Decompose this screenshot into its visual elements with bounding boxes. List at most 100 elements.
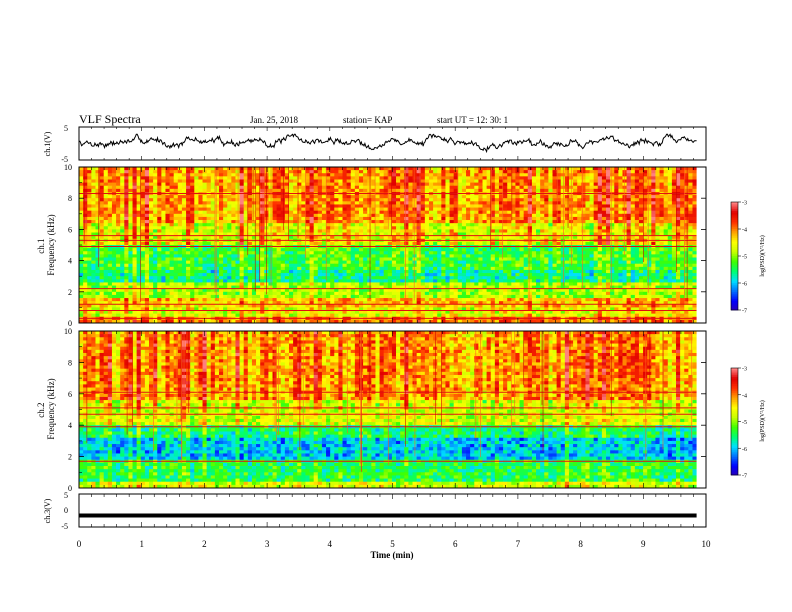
spectrogram-cell	[585, 173, 590, 177]
spectrogram-cell	[317, 254, 323, 258]
spectrogram-cell	[593, 248, 599, 252]
spectrogram-cell	[194, 251, 199, 255]
spectrogram-cell	[527, 188, 533, 193]
spectrogram-cell	[515, 251, 520, 255]
spectrogram-cell	[256, 179, 261, 183]
spectrogram-cell	[461, 176, 467, 180]
spectrogram-cell	[260, 254, 265, 258]
spectrogram-cell	[667, 260, 673, 265]
spectrogram-cell	[593, 170, 599, 174]
spectrogram-cell	[297, 235, 302, 240]
spectrogram-cell	[478, 248, 483, 252]
spectrogram-cell	[671, 201, 677, 205]
spectrogram-cell	[330, 170, 335, 174]
spectrogram-cell	[223, 167, 228, 171]
spectrogram-cell	[272, 188, 278, 193]
spectrogram-cell	[128, 201, 133, 205]
spectrogram-cell	[634, 220, 640, 224]
spectrogram-cell	[223, 216, 228, 221]
spectrogram-cell	[457, 176, 463, 180]
spectrogram-cell	[313, 185, 319, 190]
spectrogram-cell	[638, 201, 644, 205]
spectrogram-cell	[428, 263, 434, 268]
spectrogram-cell	[305, 232, 310, 237]
spectrogram-cell	[573, 201, 578, 205]
spectrogram-cell	[144, 179, 150, 183]
ch1-ytick-top: 5	[64, 124, 68, 133]
spectrogram-cell	[548, 223, 553, 227]
spectrogram-cell	[614, 257, 619, 261]
spectrogram-cell	[350, 257, 356, 261]
spectrogram-cell	[293, 235, 298, 240]
spectrogram-cell	[202, 251, 208, 255]
spectrogram-cell	[630, 179, 636, 183]
spectrogram-cell	[239, 257, 245, 261]
spectrogram-cell	[470, 182, 475, 187]
spectrogram-cell	[107, 251, 113, 255]
spectrogram-cell	[688, 248, 693, 252]
spectrogram-cell	[416, 201, 422, 205]
spectrogram-cell	[313, 257, 319, 261]
spectrogram-cell	[531, 232, 537, 237]
spectrogram-cell	[99, 229, 105, 233]
spectrogram-cell	[116, 188, 121, 193]
spectrogram-cell	[305, 248, 310, 252]
spectrogram-cell	[474, 210, 479, 215]
spectrogram-cell	[523, 182, 529, 187]
spectrogram-cell	[581, 188, 586, 193]
spectrogram-cell	[564, 207, 570, 212]
spectrogram-cell	[288, 176, 294, 180]
spectrogram-cell	[202, 188, 208, 193]
spectrogram-cell	[251, 179, 257, 183]
spectrogram-cell	[350, 260, 356, 265]
spectrogram-cell	[441, 173, 446, 177]
spectrogram-cell	[680, 260, 685, 265]
spectrogram-cell	[626, 216, 632, 221]
spectrogram-cell	[354, 266, 360, 271]
spectrogram-cell	[433, 198, 438, 202]
spectrogram-cell	[223, 257, 228, 261]
spectrogram-cell	[103, 210, 109, 215]
spectrogram-cell	[194, 263, 199, 268]
spectrogram-cell	[503, 185, 508, 190]
spectrogram-cell	[647, 204, 652, 208]
spectrogram-cell	[511, 241, 516, 246]
spectrogram-cell	[622, 260, 627, 265]
spectrogram-cell	[655, 235, 660, 240]
spectrogram-cell	[404, 223, 409, 227]
spectrogram-cell	[111, 226, 117, 230]
spectrogram-cell	[482, 170, 488, 174]
spectrogram-cell	[684, 251, 689, 255]
spectrogram-cell	[128, 266, 133, 271]
spectrogram-cell	[383, 198, 389, 202]
spectrogram-cell	[181, 260, 187, 265]
spectrogram-cell	[544, 220, 549, 224]
spectrogram-cell	[523, 188, 529, 193]
spectrogram-cell	[655, 232, 660, 237]
spectrogram-cell	[626, 232, 632, 237]
spectrogram-cell	[387, 185, 393, 190]
spectrogram-cell	[601, 185, 607, 190]
spectrogram-cell	[638, 226, 644, 230]
spectrogram-cell	[375, 220, 380, 224]
spectrogram-cell	[626, 204, 632, 208]
spectrogram-cell	[593, 254, 599, 258]
spectrogram-cell	[260, 179, 265, 183]
spectrogram-cell	[498, 170, 504, 174]
spectrogram-cell	[560, 232, 566, 237]
spectrogram-cell	[363, 223, 368, 227]
spectrogram-cell	[515, 257, 520, 261]
spectrogram-cell	[412, 195, 418, 199]
spectrogram-cell	[494, 223, 500, 227]
spectrogram-cell	[630, 220, 636, 224]
spectrogram-cell	[651, 254, 656, 258]
spectrogram-cell	[486, 213, 492, 218]
spectrogram-cell	[358, 182, 364, 187]
spectrogram-cell	[573, 167, 578, 171]
spectrogram-cell	[169, 251, 175, 255]
spectrogram-cell	[367, 226, 372, 230]
spectrogram-cell	[379, 248, 385, 252]
spectrogram-cell	[593, 167, 599, 171]
spectrogram-cell	[251, 226, 257, 230]
spectrogram-cell	[536, 254, 541, 258]
